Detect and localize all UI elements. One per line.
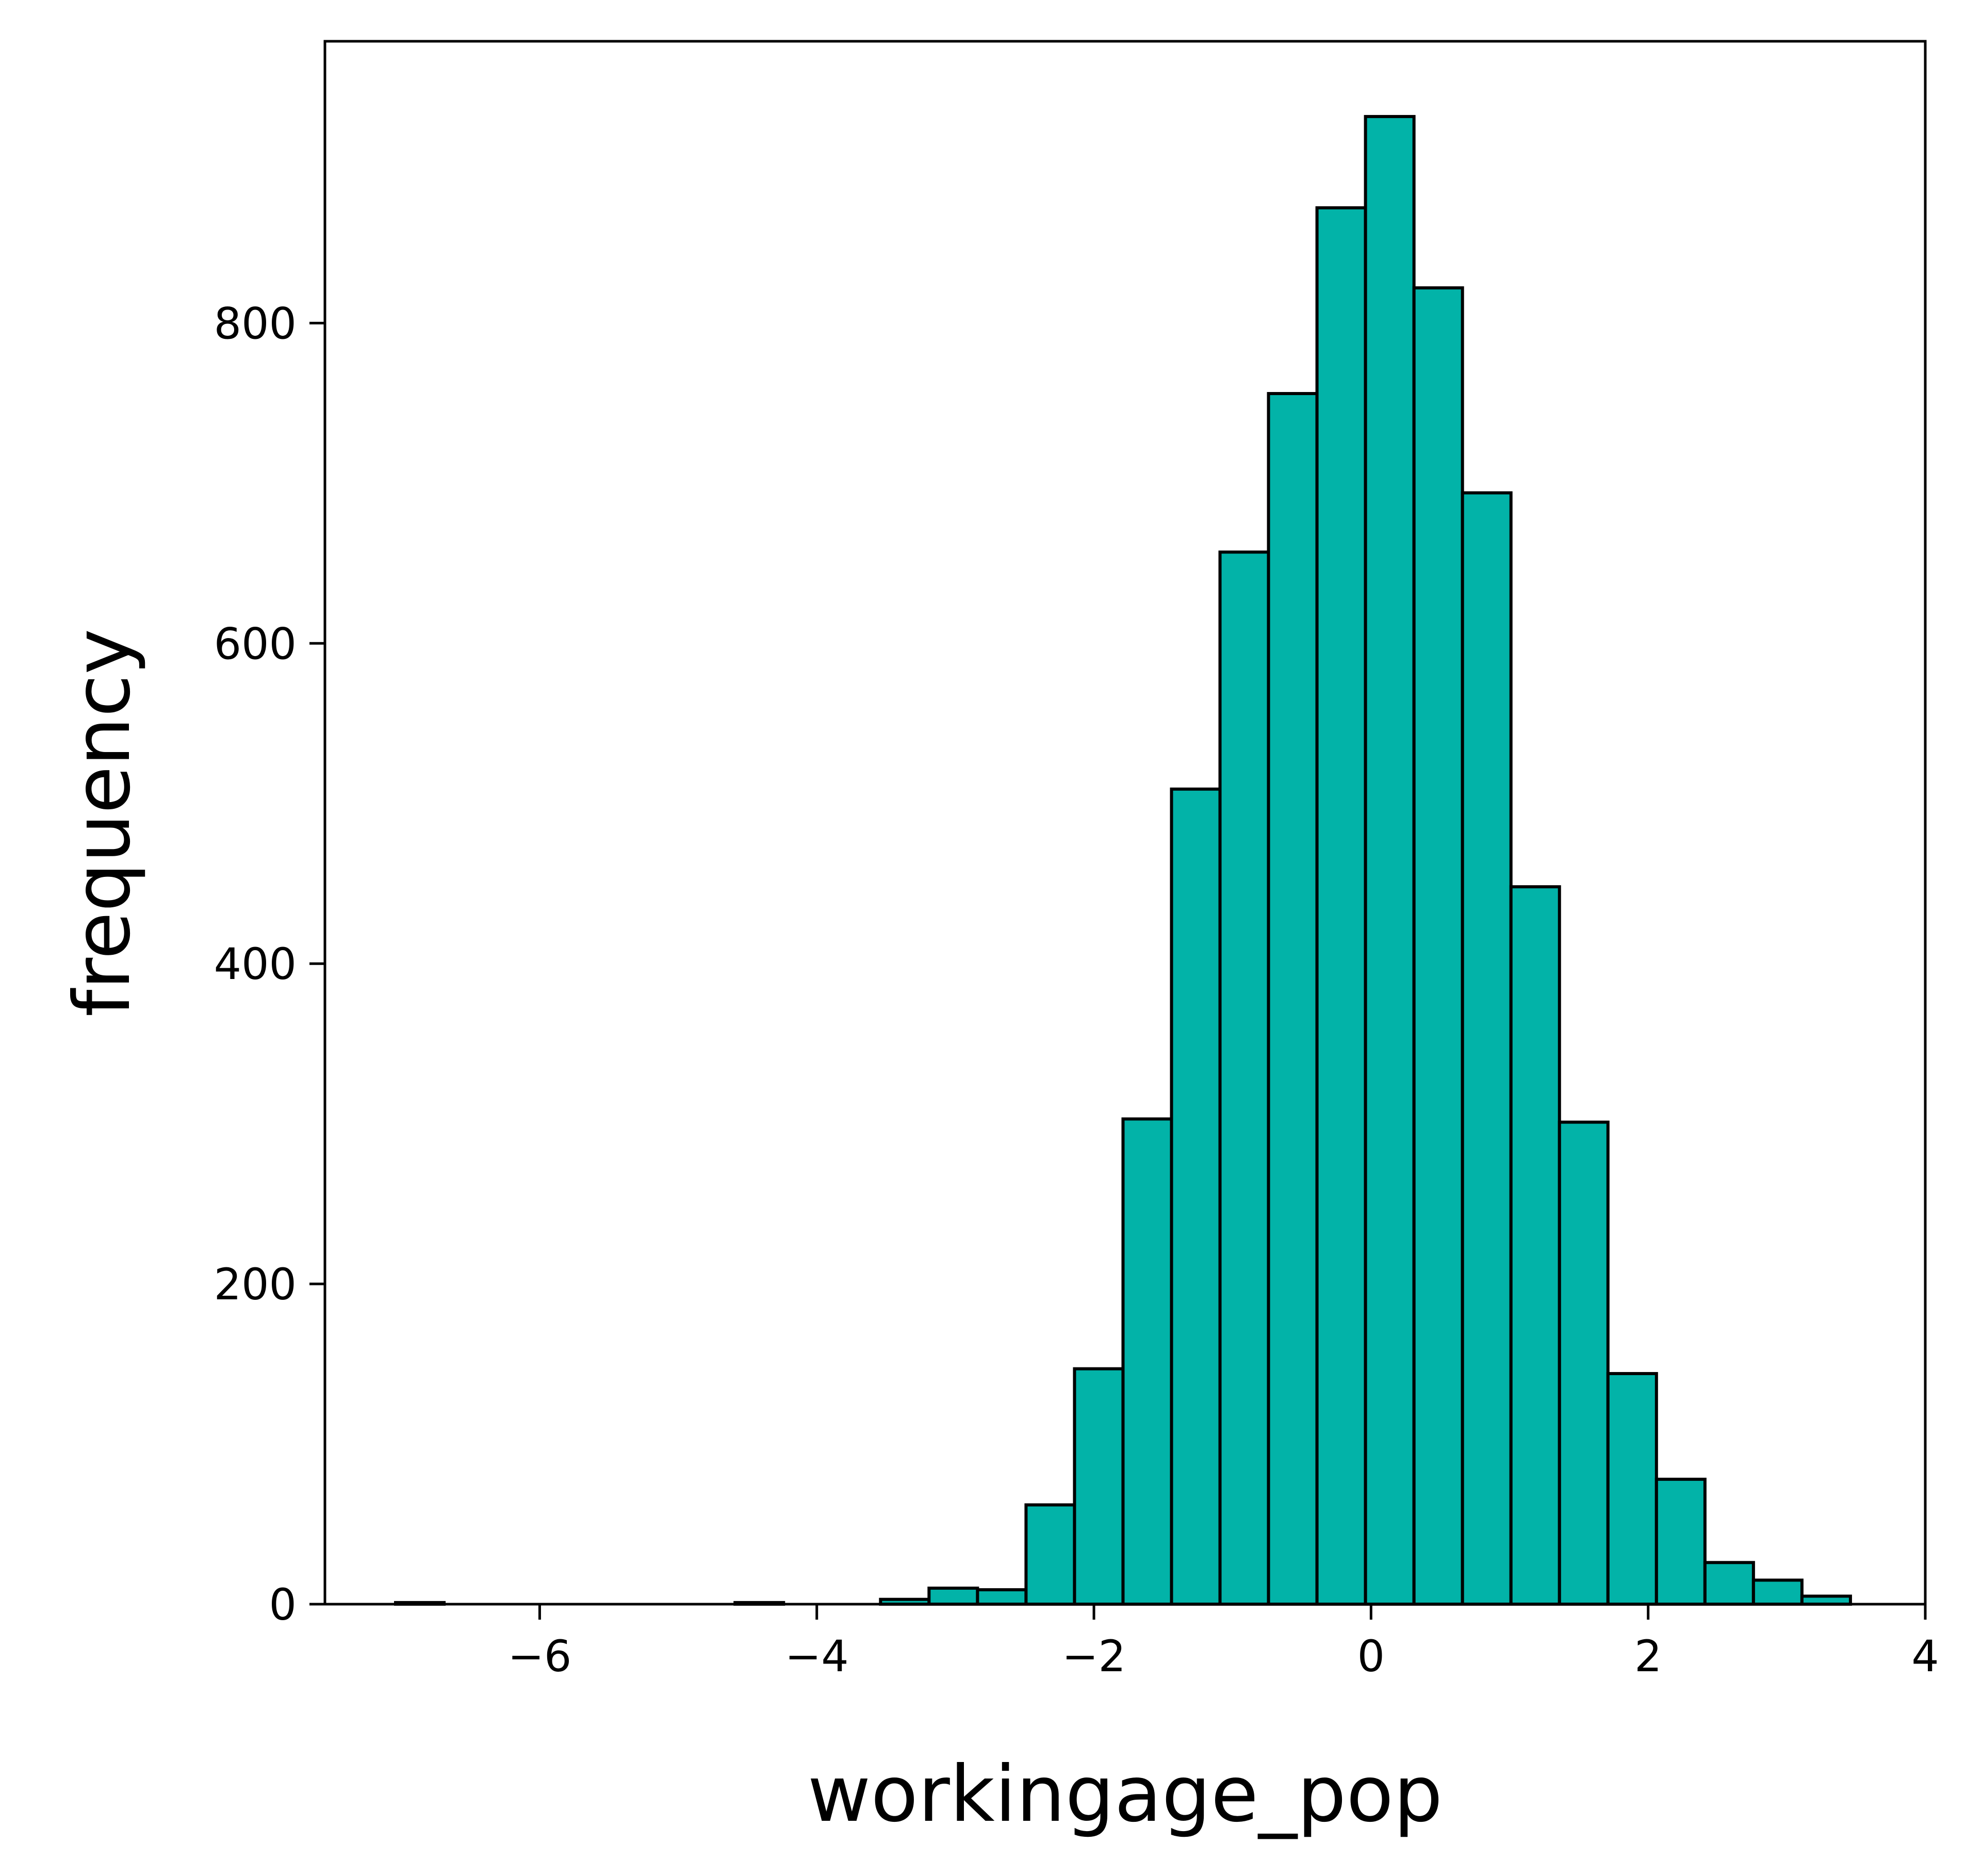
histogram-bar [1267,391,1319,1606]
x-tick-label: 2 [1634,1631,1662,1682]
bars-group [394,115,1852,1606]
x-axis-label: workingage_pop [808,1750,1443,1839]
histogram-bar [1509,885,1561,1606]
x-tick-label: 0 [1357,1631,1385,1682]
histogram-bar [1315,206,1367,1606]
y-tick-label: 800 [214,298,297,349]
x-tick-label: −6 [508,1631,572,1682]
histogram-bar [1412,286,1464,1606]
histogram-bar [1218,550,1270,1606]
y-axis-label: frequency [58,629,148,1017]
y-tick-label: 200 [214,1259,297,1310]
histogram-bar [1024,1503,1076,1606]
y-axis-ticks: 0 200 400 600 800 [214,298,325,1630]
y-tick-label: 600 [214,618,297,669]
histogram-bar [1461,491,1513,1606]
histogram-bar [1558,1120,1610,1606]
histogram-bar [1170,787,1222,1606]
y-tick-label: 400 [214,939,297,989]
histogram-bar [1364,115,1416,1606]
histogram-bar [1751,1578,1804,1606]
histogram-bar [1606,1372,1658,1606]
x-axis-ticks: −6 −4 −2 0 2 4 [508,1604,1939,1682]
histogram-bar [1121,1117,1173,1606]
plot-frame [323,40,1927,1606]
histogram-bar [976,1588,1028,1606]
histogram-bar [1073,1367,1125,1606]
y-tick-label: 0 [269,1579,297,1630]
histogram-bar [1703,1561,1755,1606]
histogram-bar [1655,1477,1707,1606]
x-tick-label: −2 [1062,1631,1126,1682]
x-tick-label: 4 [1911,1631,1939,1682]
x-tick-label: −4 [785,1631,849,1682]
histogram-bar [927,1586,979,1606]
